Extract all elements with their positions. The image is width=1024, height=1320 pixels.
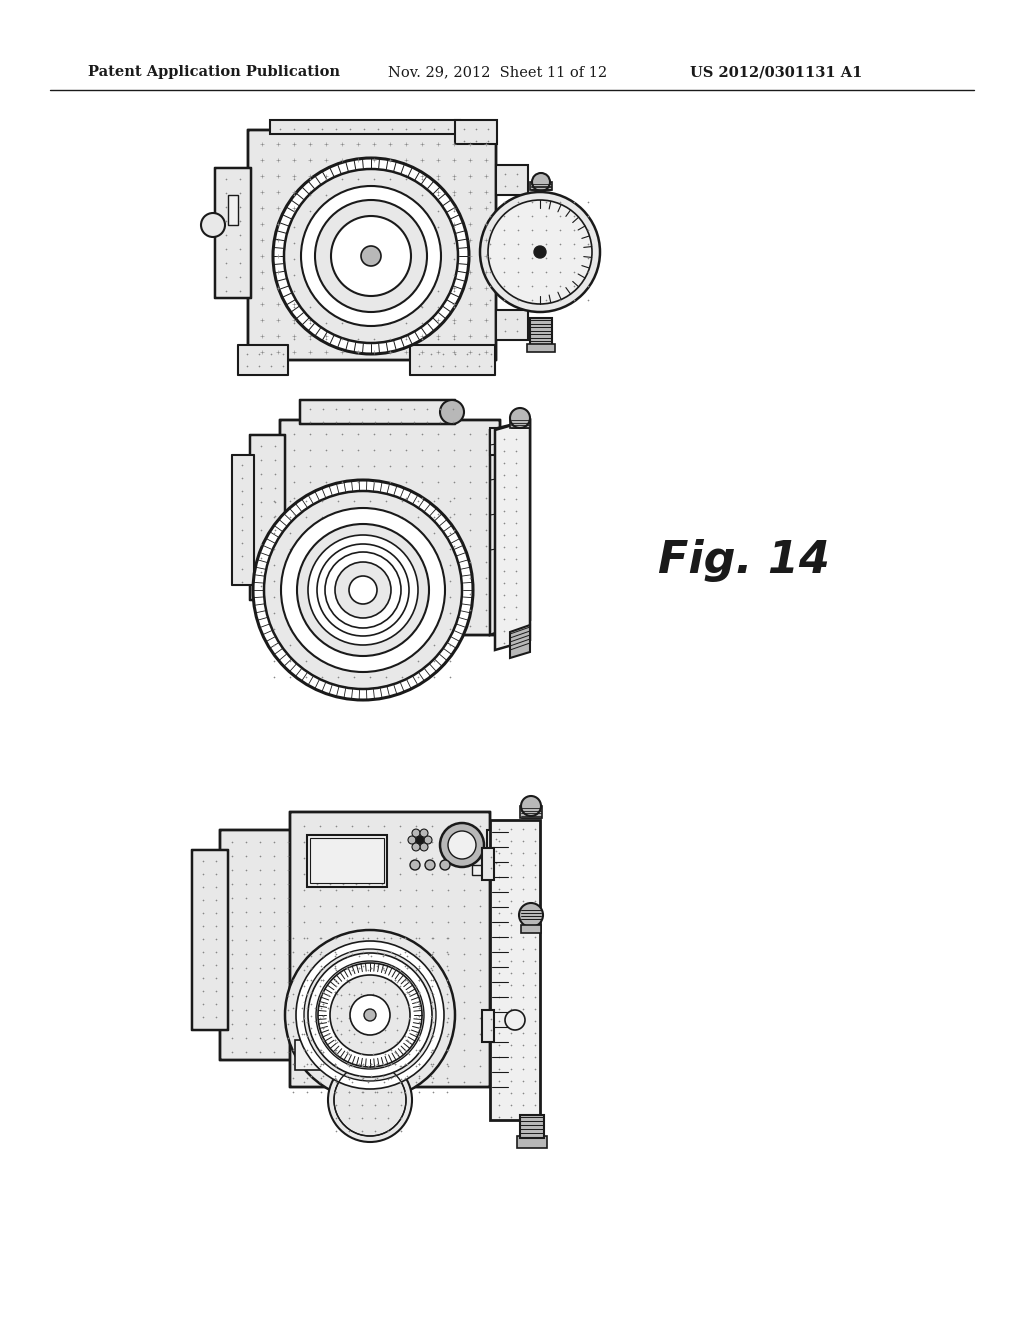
Polygon shape [490, 820, 540, 1119]
Circle shape [532, 173, 550, 191]
Circle shape [410, 861, 420, 870]
Circle shape [201, 213, 225, 238]
FancyBboxPatch shape [191, 850, 228, 1030]
Circle shape [308, 953, 432, 1077]
FancyBboxPatch shape [250, 436, 285, 601]
Circle shape [519, 903, 543, 927]
Circle shape [420, 829, 428, 837]
FancyBboxPatch shape [300, 400, 455, 424]
FancyBboxPatch shape [215, 168, 251, 298]
Bar [482, 1010, 494, 1041]
FancyBboxPatch shape [410, 345, 495, 375]
Bar [228, 195, 238, 224]
Circle shape [297, 524, 429, 656]
Circle shape [505, 1010, 525, 1030]
Text: US 2012/0301131 A1: US 2012/0301131 A1 [690, 65, 862, 79]
Circle shape [488, 201, 592, 304]
Circle shape [510, 408, 530, 428]
Circle shape [296, 941, 444, 1089]
Circle shape [521, 796, 541, 816]
Circle shape [301, 186, 441, 326]
Circle shape [316, 961, 424, 1069]
Bar [310, 838, 384, 883]
Polygon shape [510, 624, 530, 657]
Circle shape [325, 552, 401, 628]
FancyBboxPatch shape [290, 812, 490, 1088]
Circle shape [273, 158, 469, 354]
Text: Patent Application Publication: Patent Application Publication [88, 65, 340, 79]
Circle shape [285, 931, 455, 1100]
Text: Nov. 29, 2012  Sheet 11 of 12: Nov. 29, 2012 Sheet 11 of 12 [388, 65, 607, 79]
Circle shape [412, 843, 420, 851]
Circle shape [416, 836, 424, 843]
Circle shape [304, 949, 436, 1081]
Circle shape [424, 836, 432, 843]
Circle shape [330, 975, 410, 1055]
Polygon shape [530, 318, 552, 345]
Bar [455, 120, 497, 144]
FancyBboxPatch shape [232, 455, 254, 585]
Bar [520, 807, 542, 818]
Circle shape [335, 562, 391, 618]
Polygon shape [490, 420, 530, 635]
Polygon shape [517, 1137, 547, 1148]
Circle shape [331, 216, 411, 296]
Circle shape [328, 1059, 412, 1142]
Circle shape [253, 480, 473, 700]
Bar [292, 985, 372, 1040]
Circle shape [420, 843, 428, 851]
Bar [521, 925, 541, 933]
Bar [496, 165, 528, 195]
Bar [270, 120, 460, 135]
Circle shape [449, 832, 476, 859]
Circle shape [264, 491, 462, 689]
Circle shape [425, 861, 435, 870]
Text: Fig. 14: Fig. 14 [658, 539, 829, 582]
Bar [530, 182, 552, 190]
Circle shape [480, 191, 600, 312]
Circle shape [315, 201, 427, 312]
Circle shape [308, 535, 418, 645]
Circle shape [281, 508, 445, 672]
Polygon shape [495, 420, 530, 649]
Circle shape [350, 995, 390, 1035]
Polygon shape [490, 428, 520, 455]
Circle shape [440, 400, 464, 424]
Bar [487, 830, 505, 870]
Circle shape [361, 246, 381, 267]
FancyBboxPatch shape [248, 129, 496, 360]
Circle shape [412, 829, 420, 837]
Polygon shape [520, 1115, 544, 1138]
Circle shape [408, 836, 416, 843]
Circle shape [284, 169, 458, 343]
Bar [472, 865, 486, 875]
Bar [510, 418, 530, 428]
Bar [496, 310, 528, 341]
Polygon shape [527, 345, 555, 352]
Circle shape [349, 576, 377, 605]
Bar [295, 1040, 385, 1071]
Circle shape [364, 1008, 376, 1020]
Bar [307, 836, 387, 887]
FancyBboxPatch shape [238, 345, 288, 375]
Bar [482, 847, 494, 880]
Circle shape [440, 861, 450, 870]
Circle shape [534, 246, 546, 257]
FancyBboxPatch shape [280, 420, 500, 635]
FancyBboxPatch shape [220, 830, 295, 1060]
Circle shape [317, 544, 409, 636]
Circle shape [440, 822, 484, 867]
Circle shape [318, 964, 422, 1067]
